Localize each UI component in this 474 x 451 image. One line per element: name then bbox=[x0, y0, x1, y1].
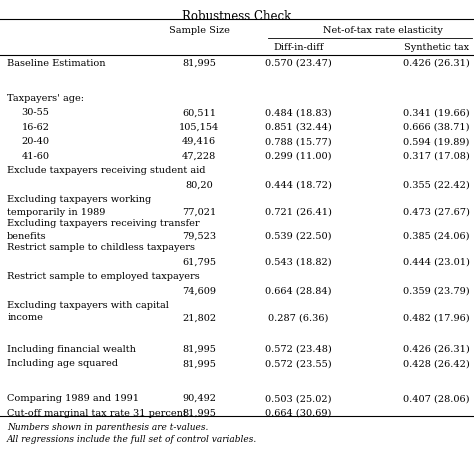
Text: 0.359 (23.79): 0.359 (23.79) bbox=[403, 285, 469, 295]
Text: Taxpayers' age:: Taxpayers' age: bbox=[7, 93, 84, 102]
Text: 0.287 (6.36): 0.287 (6.36) bbox=[268, 313, 329, 322]
Text: 60,511: 60,511 bbox=[182, 108, 216, 117]
Text: Including financial wealth: Including financial wealth bbox=[7, 344, 136, 353]
Text: 0.444 (18.72): 0.444 (18.72) bbox=[265, 180, 332, 189]
Text: Robustness Check: Robustness Check bbox=[182, 10, 292, 23]
Text: income: income bbox=[7, 313, 43, 322]
Text: 90,492: 90,492 bbox=[182, 393, 216, 402]
Text: 0.543 (18.82): 0.543 (18.82) bbox=[265, 257, 332, 266]
Text: Exclude taxpayers receiving student aid: Exclude taxpayers receiving student aid bbox=[7, 166, 206, 175]
Text: 81,995: 81,995 bbox=[182, 408, 216, 417]
Text: 61,795: 61,795 bbox=[182, 257, 216, 266]
Text: 0.426 (26.31): 0.426 (26.31) bbox=[403, 344, 469, 353]
Text: 0.788 (15.77): 0.788 (15.77) bbox=[265, 137, 332, 146]
Text: 0.666 (38.71): 0.666 (38.71) bbox=[403, 122, 469, 131]
Text: 0.482 (17.96): 0.482 (17.96) bbox=[403, 313, 469, 322]
Text: benefits: benefits bbox=[7, 231, 47, 240]
Text: 0.594 (19.89): 0.594 (19.89) bbox=[403, 137, 469, 146]
Text: 0.664 (28.84): 0.664 (28.84) bbox=[265, 285, 332, 295]
Text: Restrict sample to employed taxpayers: Restrict sample to employed taxpayers bbox=[7, 271, 200, 280]
Text: 80,20: 80,20 bbox=[185, 180, 213, 189]
Text: 0.317 (17.08): 0.317 (17.08) bbox=[403, 151, 469, 160]
Text: 0.341 (19.66): 0.341 (19.66) bbox=[403, 108, 469, 117]
Text: 0.355 (22.42): 0.355 (22.42) bbox=[403, 180, 469, 189]
Text: 0.299 (11.00): 0.299 (11.00) bbox=[265, 151, 332, 160]
Text: 0.572 (23.55): 0.572 (23.55) bbox=[265, 359, 332, 368]
Text: 30-55: 30-55 bbox=[21, 108, 49, 117]
Text: Baseline Estimation: Baseline Estimation bbox=[7, 59, 106, 68]
Text: Numbers shown in parenthesis are t-values.: Numbers shown in parenthesis are t-value… bbox=[7, 422, 209, 431]
Text: 21,802: 21,802 bbox=[182, 313, 216, 322]
Text: Comparing 1989 and 1991: Comparing 1989 and 1991 bbox=[7, 393, 139, 402]
Text: 47,228: 47,228 bbox=[182, 151, 216, 160]
Text: All regressions include the full set of control variables.: All regressions include the full set of … bbox=[7, 434, 257, 443]
Text: 0.428 (26.42): 0.428 (26.42) bbox=[403, 359, 469, 368]
Text: 0.444 (23.01): 0.444 (23.01) bbox=[402, 257, 470, 266]
Text: 105,154: 105,154 bbox=[179, 122, 219, 131]
Text: 0.721 (26.41): 0.721 (26.41) bbox=[265, 207, 332, 216]
Text: 0.664 (30.69): 0.664 (30.69) bbox=[265, 408, 332, 417]
Text: Excluding taxpayers with capital: Excluding taxpayers with capital bbox=[7, 300, 169, 309]
Text: 81,995: 81,995 bbox=[182, 359, 216, 368]
Text: 20-40: 20-40 bbox=[21, 137, 49, 146]
Text: 0.484 (18.83): 0.484 (18.83) bbox=[265, 108, 332, 117]
Text: 0.570 (23.47): 0.570 (23.47) bbox=[265, 59, 332, 68]
Text: 79,523: 79,523 bbox=[182, 231, 216, 240]
Text: temporarily in 1989: temporarily in 1989 bbox=[7, 207, 106, 216]
Text: 0.539 (22.50): 0.539 (22.50) bbox=[265, 231, 332, 240]
Text: 41-60: 41-60 bbox=[21, 151, 49, 160]
Text: 0.385 (24.06): 0.385 (24.06) bbox=[403, 231, 469, 240]
Text: 81,995: 81,995 bbox=[182, 59, 216, 68]
Text: 0.851 (32.44): 0.851 (32.44) bbox=[265, 122, 332, 131]
Text: Excluding taxpayers working: Excluding taxpayers working bbox=[7, 194, 151, 203]
Text: Sample Size: Sample Size bbox=[169, 26, 229, 35]
Text: Excluding taxpayers receiving transfer: Excluding taxpayers receiving transfer bbox=[7, 218, 200, 227]
Text: 81,995: 81,995 bbox=[182, 344, 216, 353]
Text: Cut-off marginal tax rate 31 percent: Cut-off marginal tax rate 31 percent bbox=[7, 408, 187, 417]
Text: 16-62: 16-62 bbox=[21, 122, 49, 131]
Text: 0.503 (25.02): 0.503 (25.02) bbox=[265, 393, 332, 402]
Text: 77,021: 77,021 bbox=[182, 207, 216, 216]
Text: 49,416: 49,416 bbox=[182, 137, 216, 146]
Text: 0.473 (27.67): 0.473 (27.67) bbox=[402, 207, 470, 216]
Text: Including age squared: Including age squared bbox=[7, 359, 118, 368]
Text: Net-of-tax rate elasticity: Net-of-tax rate elasticity bbox=[323, 26, 443, 35]
Text: 0.407 (28.06): 0.407 (28.06) bbox=[403, 393, 469, 402]
Text: Diff-in-diff: Diff-in-diff bbox=[273, 43, 324, 52]
Text: 74,609: 74,609 bbox=[182, 285, 216, 295]
Text: 0.572 (23.48): 0.572 (23.48) bbox=[265, 344, 332, 353]
Text: 0.426 (26.31): 0.426 (26.31) bbox=[403, 59, 469, 68]
Text: Restrict sample to childless taxpayers: Restrict sample to childless taxpayers bbox=[7, 242, 195, 251]
Text: Synthetic tax: Synthetic tax bbox=[403, 43, 469, 52]
